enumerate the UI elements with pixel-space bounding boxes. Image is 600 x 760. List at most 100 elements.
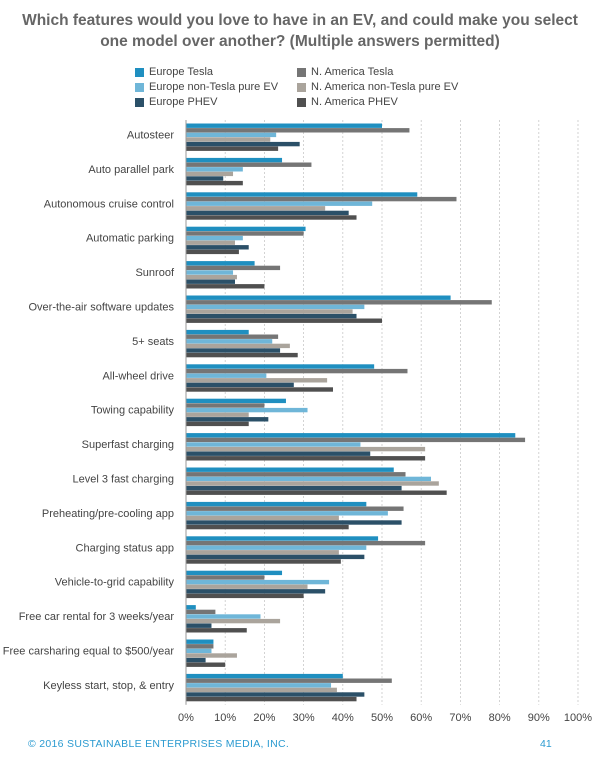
bar-chart: Autosteer Auto parallel park Autonomous cr… bbox=[3, 120, 592, 724]
bar bbox=[186, 407, 308, 413]
bar bbox=[186, 162, 312, 167]
category-label: Keyless start, stop, & entry bbox=[43, 680, 174, 692]
legend-swatch bbox=[297, 68, 306, 77]
bar bbox=[186, 373, 267, 378]
bar bbox=[186, 387, 333, 392]
bar bbox=[186, 623, 212, 628]
x-tick-label: 90% bbox=[528, 712, 550, 724]
bar bbox=[186, 584, 308, 589]
bar bbox=[186, 295, 451, 300]
bar bbox=[186, 309, 353, 314]
bar bbox=[186, 692, 365, 697]
x-tick-label: 100% bbox=[564, 712, 592, 724]
bar bbox=[186, 128, 410, 133]
chart-title-line1: Which features would you love to have in… bbox=[22, 12, 578, 29]
x-tick-label: 30% bbox=[293, 712, 315, 724]
bar bbox=[186, 579, 330, 585]
bar bbox=[186, 235, 243, 241]
bar bbox=[186, 180, 243, 186]
bar bbox=[186, 318, 382, 323]
bar bbox=[186, 609, 216, 615]
bar bbox=[186, 618, 281, 624]
bar bbox=[186, 313, 357, 319]
bar bbox=[186, 240, 235, 245]
bar bbox=[186, 575, 265, 580]
x-tick-label: 10% bbox=[214, 712, 236, 724]
category-label: Free car rental for 3 weeks/year bbox=[19, 611, 175, 623]
bar bbox=[186, 481, 439, 486]
category-label: Sunroof bbox=[135, 267, 174, 279]
category-label: Over-the-air software updates bbox=[28, 302, 174, 314]
bar bbox=[186, 662, 226, 667]
x-tick-label: 50% bbox=[371, 712, 393, 724]
chart-legend: Europe Tesla Europe non-Tesla pure EV Euro… bbox=[135, 66, 535, 112]
bar bbox=[186, 570, 283, 576]
bar bbox=[186, 412, 249, 417]
bar bbox=[186, 245, 249, 250]
bar bbox=[186, 506, 404, 511]
bar bbox=[186, 339, 273, 344]
footer-copyright: © 2016 SUSTAINABLE ENTERPRISES MEDIA, IN… bbox=[28, 738, 290, 750]
bar bbox=[186, 167, 243, 172]
bar bbox=[186, 451, 371, 456]
bar bbox=[186, 687, 337, 693]
bar bbox=[186, 456, 426, 461]
category-label: Automatic parking bbox=[86, 233, 174, 245]
bar bbox=[186, 249, 239, 255]
bar bbox=[186, 261, 255, 266]
bar bbox=[186, 605, 196, 610]
bar bbox=[186, 536, 379, 541]
category-label: 5+ seats bbox=[132, 336, 174, 348]
bar bbox=[186, 378, 328, 383]
bar bbox=[186, 304, 365, 310]
legend-label: Europe PHEV bbox=[149, 96, 218, 108]
bar bbox=[186, 550, 339, 555]
bar bbox=[186, 639, 214, 644]
legend-swatch bbox=[135, 68, 144, 77]
category-label: Free carsharing equal to $500/year bbox=[3, 646, 175, 658]
x-tick-label: 40% bbox=[332, 712, 354, 724]
bar bbox=[186, 368, 408, 374]
bar bbox=[186, 589, 326, 594]
bar bbox=[186, 146, 279, 151]
legend-label: N. America PHEV bbox=[311, 96, 398, 108]
bar bbox=[186, 348, 281, 353]
bar bbox=[186, 485, 402, 491]
bar bbox=[186, 137, 271, 142]
legend-label: N. America non-Tesla pure EV bbox=[311, 81, 459, 93]
bar bbox=[186, 442, 361, 447]
bar bbox=[186, 201, 373, 206]
legend-label: N. America Tesla bbox=[311, 66, 394, 78]
bar bbox=[186, 476, 431, 482]
bar bbox=[186, 501, 367, 507]
bar bbox=[186, 421, 249, 427]
bar bbox=[186, 141, 300, 147]
bar bbox=[186, 210, 349, 216]
bar bbox=[186, 696, 357, 702]
x-tick-label: 60% bbox=[410, 712, 432, 724]
bar bbox=[186, 511, 388, 516]
bar bbox=[186, 520, 402, 525]
bar bbox=[186, 524, 349, 530]
bar bbox=[186, 270, 234, 275]
bar bbox=[186, 559, 341, 564]
legend-swatch bbox=[297, 98, 306, 107]
bar bbox=[186, 545, 367, 550]
category-label: Autosteer bbox=[127, 130, 174, 142]
bar bbox=[186, 192, 418, 197]
category-label: Auto parallel park bbox=[88, 164, 174, 176]
category-label: Autonomous cruise control bbox=[44, 198, 174, 210]
bar bbox=[186, 472, 406, 477]
bar bbox=[186, 628, 247, 633]
x-tick-label: 80% bbox=[489, 712, 511, 724]
bar bbox=[186, 279, 235, 284]
bar bbox=[186, 226, 306, 232]
bar bbox=[186, 300, 492, 305]
bar bbox=[186, 653, 237, 658]
bar bbox=[186, 515, 339, 521]
category-label: Vehicle-to-grid capability bbox=[55, 577, 175, 589]
bar bbox=[186, 644, 214, 649]
bar bbox=[186, 334, 279, 339]
bar bbox=[186, 215, 357, 220]
chart-title: Which features would you love to have in… bbox=[20, 10, 580, 52]
